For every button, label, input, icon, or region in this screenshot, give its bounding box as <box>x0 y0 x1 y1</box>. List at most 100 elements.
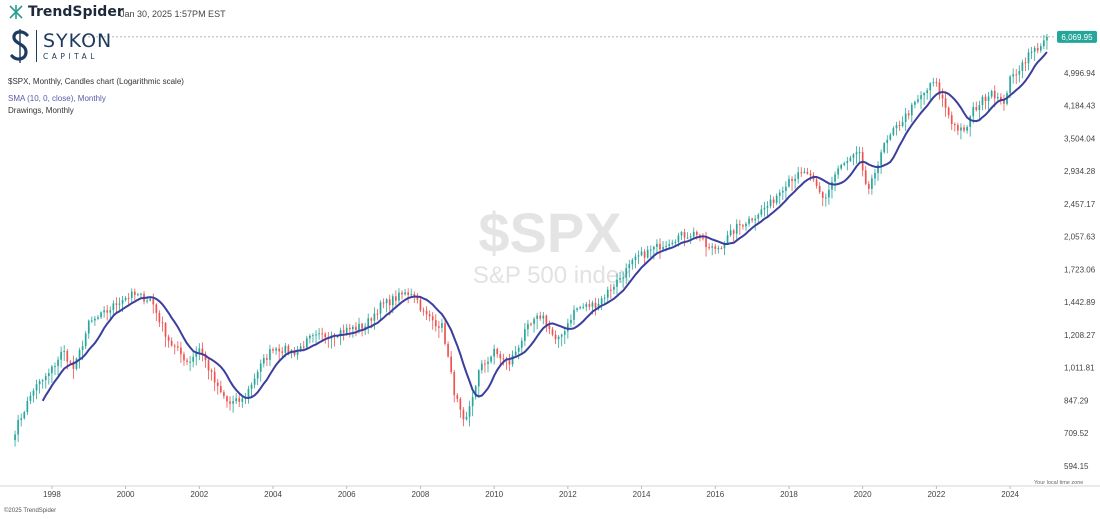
x-tick-label: 2022 <box>927 490 945 499</box>
candle-body <box>484 363 486 365</box>
candle-body <box>760 209 763 215</box>
x-tick-label: 2004 <box>264 490 282 499</box>
candle-body <box>735 223 738 234</box>
candle-body <box>904 113 907 122</box>
candle-body <box>309 335 311 339</box>
candle-body <box>84 333 87 347</box>
candle-body <box>490 356 492 362</box>
candle-body <box>560 334 563 337</box>
candle-body <box>395 296 397 301</box>
candle-body <box>557 336 560 340</box>
x-axis: 1998 2000 2002 2004 2006 2008 2010 2012 2014 2016… <box>43 486 1020 499</box>
candle-body <box>818 185 821 193</box>
logo-subname: CAPITAL <box>43 51 98 61</box>
candle-body <box>695 231 698 235</box>
candle-body <box>250 384 253 389</box>
candle-body <box>81 346 84 351</box>
candle-body <box>26 400 29 413</box>
candle-body <box>499 354 502 359</box>
candle-body <box>579 307 581 309</box>
drawings-legend[interactable]: Drawings, Monthly <box>8 106 74 115</box>
candle-body <box>370 318 373 321</box>
watermark-symbol: $SPX <box>478 201 621 264</box>
x-tick-label: 2010 <box>485 490 503 499</box>
candle-body <box>883 143 886 153</box>
candle-body <box>944 98 947 108</box>
candle-body <box>920 95 922 100</box>
candle-body <box>438 326 440 328</box>
candle-body <box>889 134 892 140</box>
candle-body <box>726 235 729 244</box>
candle-body <box>388 299 391 306</box>
candle-body <box>118 303 121 305</box>
candle-body <box>748 218 750 224</box>
candle-body <box>493 348 495 357</box>
candle-body <box>775 195 778 203</box>
candle-body <box>769 199 772 207</box>
candle-body <box>336 336 339 338</box>
candle-body <box>361 323 363 329</box>
candle-body <box>996 96 999 99</box>
x-tick-label: 2014 <box>633 490 651 499</box>
candle-body <box>993 90 996 99</box>
candle-body <box>465 416 468 420</box>
candle-body <box>960 127 962 131</box>
candle-body <box>797 172 800 179</box>
candle-body <box>259 363 262 372</box>
candle-body <box>66 350 69 362</box>
candle-body <box>137 294 139 296</box>
candle-body <box>20 418 23 420</box>
candle-body <box>434 320 437 327</box>
candle-body <box>41 380 44 382</box>
candle-body <box>625 268 628 278</box>
sma-legend[interactable]: SMA (10, 0, close), Monthly <box>8 94 106 103</box>
candle-body <box>186 360 188 362</box>
candle-body <box>57 359 59 367</box>
candle-body <box>990 90 993 97</box>
candle-body <box>219 386 222 393</box>
y-tick-label: 4,184.43 <box>1064 102 1096 111</box>
trendspider-logo-icon <box>9 5 23 19</box>
timezone-note[interactable]: Your local time zone <box>1034 480 1084 486</box>
y-tick-label: 1,208.27 <box>1064 331 1096 340</box>
candle-body <box>210 370 213 372</box>
candle-body <box>689 236 692 238</box>
candle-body <box>809 173 812 176</box>
candle-body <box>115 303 118 305</box>
candle-body <box>462 409 465 420</box>
candle-body <box>318 333 320 335</box>
candle-body <box>530 323 532 325</box>
chart-title[interactable]: $SPX, Monthly, Candles chart (Logarithmi… <box>8 77 184 86</box>
candle-body <box>192 356 195 362</box>
candle-body <box>806 171 809 174</box>
candle-body <box>634 256 637 261</box>
logo-name: SYKON <box>43 29 113 52</box>
x-tick-label: 2016 <box>706 490 724 499</box>
candle-body <box>567 323 569 332</box>
candle-body <box>238 398 241 402</box>
candle-body <box>155 304 158 313</box>
y-tick-label: 2,457.17 <box>1064 200 1096 209</box>
candle-body <box>554 334 557 340</box>
candle-body <box>840 164 843 169</box>
candle-body <box>686 237 689 239</box>
candle-body <box>938 82 941 95</box>
candle-body <box>834 174 836 182</box>
sma-line <box>41 51 1048 402</box>
candle-body <box>652 246 655 250</box>
chart-datetime: Jan 30, 2025 1:57PM EST <box>120 9 226 19</box>
candle-body <box>60 351 62 360</box>
candle-body <box>180 347 182 355</box>
candle-body <box>754 218 757 221</box>
candle-body <box>858 152 861 154</box>
candle-body <box>508 360 511 365</box>
candle-body <box>385 299 388 304</box>
candle-body <box>711 246 714 248</box>
candle-body <box>751 218 753 221</box>
candle-body <box>373 313 376 321</box>
candle-body <box>932 82 935 84</box>
candle-body <box>563 331 566 335</box>
candle-body <box>527 323 529 330</box>
candle-body <box>241 398 244 402</box>
